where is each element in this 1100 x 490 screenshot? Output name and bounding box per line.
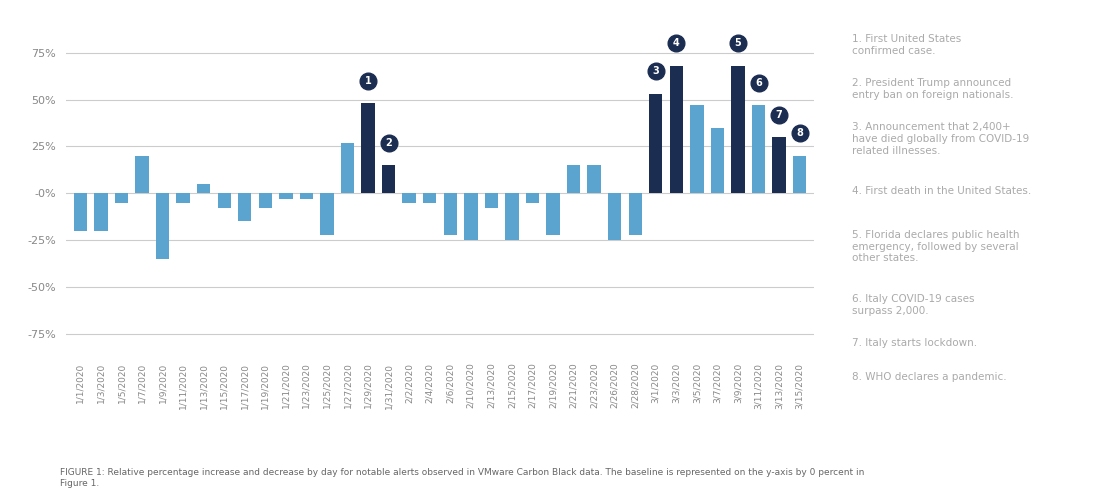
Bar bbox=[443, 194, 456, 235]
Text: 5: 5 bbox=[735, 38, 741, 48]
Text: 1: 1 bbox=[365, 76, 372, 86]
Text: 1. First United States
confirmed case.: 1. First United States confirmed case. bbox=[852, 34, 961, 56]
Bar bbox=[608, 194, 622, 240]
Text: 6: 6 bbox=[755, 77, 762, 88]
Bar bbox=[299, 194, 314, 199]
Text: 6. Italy COVID-19 cases
surpass 2,000.: 6. Italy COVID-19 cases surpass 2,000. bbox=[852, 294, 975, 316]
Text: 4: 4 bbox=[673, 38, 680, 48]
Text: 2. President Trump announced
entry ban on foreign nationals.: 2. President Trump announced entry ban o… bbox=[852, 78, 1014, 100]
Bar bbox=[547, 194, 560, 235]
Bar bbox=[751, 105, 766, 194]
Text: 7: 7 bbox=[776, 110, 782, 120]
Text: 5. Florida declares public health
emergency, followed by several
other states.: 5. Florida declares public health emerge… bbox=[852, 230, 1020, 264]
Bar bbox=[566, 165, 580, 194]
Text: FIGURE 1: Relative percentage increase and decrease by day for notable alerts ob: FIGURE 1: Relative percentage increase a… bbox=[60, 468, 865, 488]
Bar bbox=[464, 194, 477, 240]
Bar bbox=[670, 66, 683, 194]
Bar bbox=[690, 105, 704, 194]
Text: 3. Announcement that 2,400+
have died globally from COVID-19
related illnesses.: 3. Announcement that 2,400+ have died gl… bbox=[852, 122, 1030, 156]
Text: 2: 2 bbox=[385, 138, 392, 147]
Text: 8. WHO declares a pandemic.: 8. WHO declares a pandemic. bbox=[852, 372, 1008, 382]
Bar bbox=[135, 156, 149, 194]
Bar bbox=[114, 194, 129, 203]
Bar bbox=[258, 194, 272, 208]
Bar bbox=[218, 194, 231, 208]
Text: 7. Italy starts lockdown.: 7. Italy starts lockdown. bbox=[852, 338, 978, 348]
Bar bbox=[732, 66, 745, 194]
Text: 8: 8 bbox=[796, 128, 803, 138]
Bar bbox=[176, 194, 190, 203]
Bar bbox=[711, 128, 724, 194]
Bar bbox=[649, 94, 662, 194]
Bar bbox=[505, 194, 518, 240]
Bar bbox=[74, 194, 87, 231]
Bar bbox=[95, 194, 108, 231]
Bar bbox=[628, 194, 642, 235]
Text: 3: 3 bbox=[652, 67, 659, 76]
Bar bbox=[362, 103, 375, 194]
Bar bbox=[587, 165, 601, 194]
Bar bbox=[197, 184, 210, 194]
Bar bbox=[279, 194, 293, 199]
Bar bbox=[238, 194, 252, 221]
Bar bbox=[341, 143, 354, 194]
Bar bbox=[320, 194, 333, 235]
Bar bbox=[485, 194, 498, 208]
Bar bbox=[156, 194, 169, 259]
Bar bbox=[382, 165, 395, 194]
Bar bbox=[793, 156, 806, 194]
Bar bbox=[772, 137, 785, 194]
Text: 4. First death in the United States.: 4. First death in the United States. bbox=[852, 186, 1032, 196]
Bar bbox=[403, 194, 416, 203]
Bar bbox=[424, 194, 437, 203]
Bar bbox=[526, 194, 539, 203]
